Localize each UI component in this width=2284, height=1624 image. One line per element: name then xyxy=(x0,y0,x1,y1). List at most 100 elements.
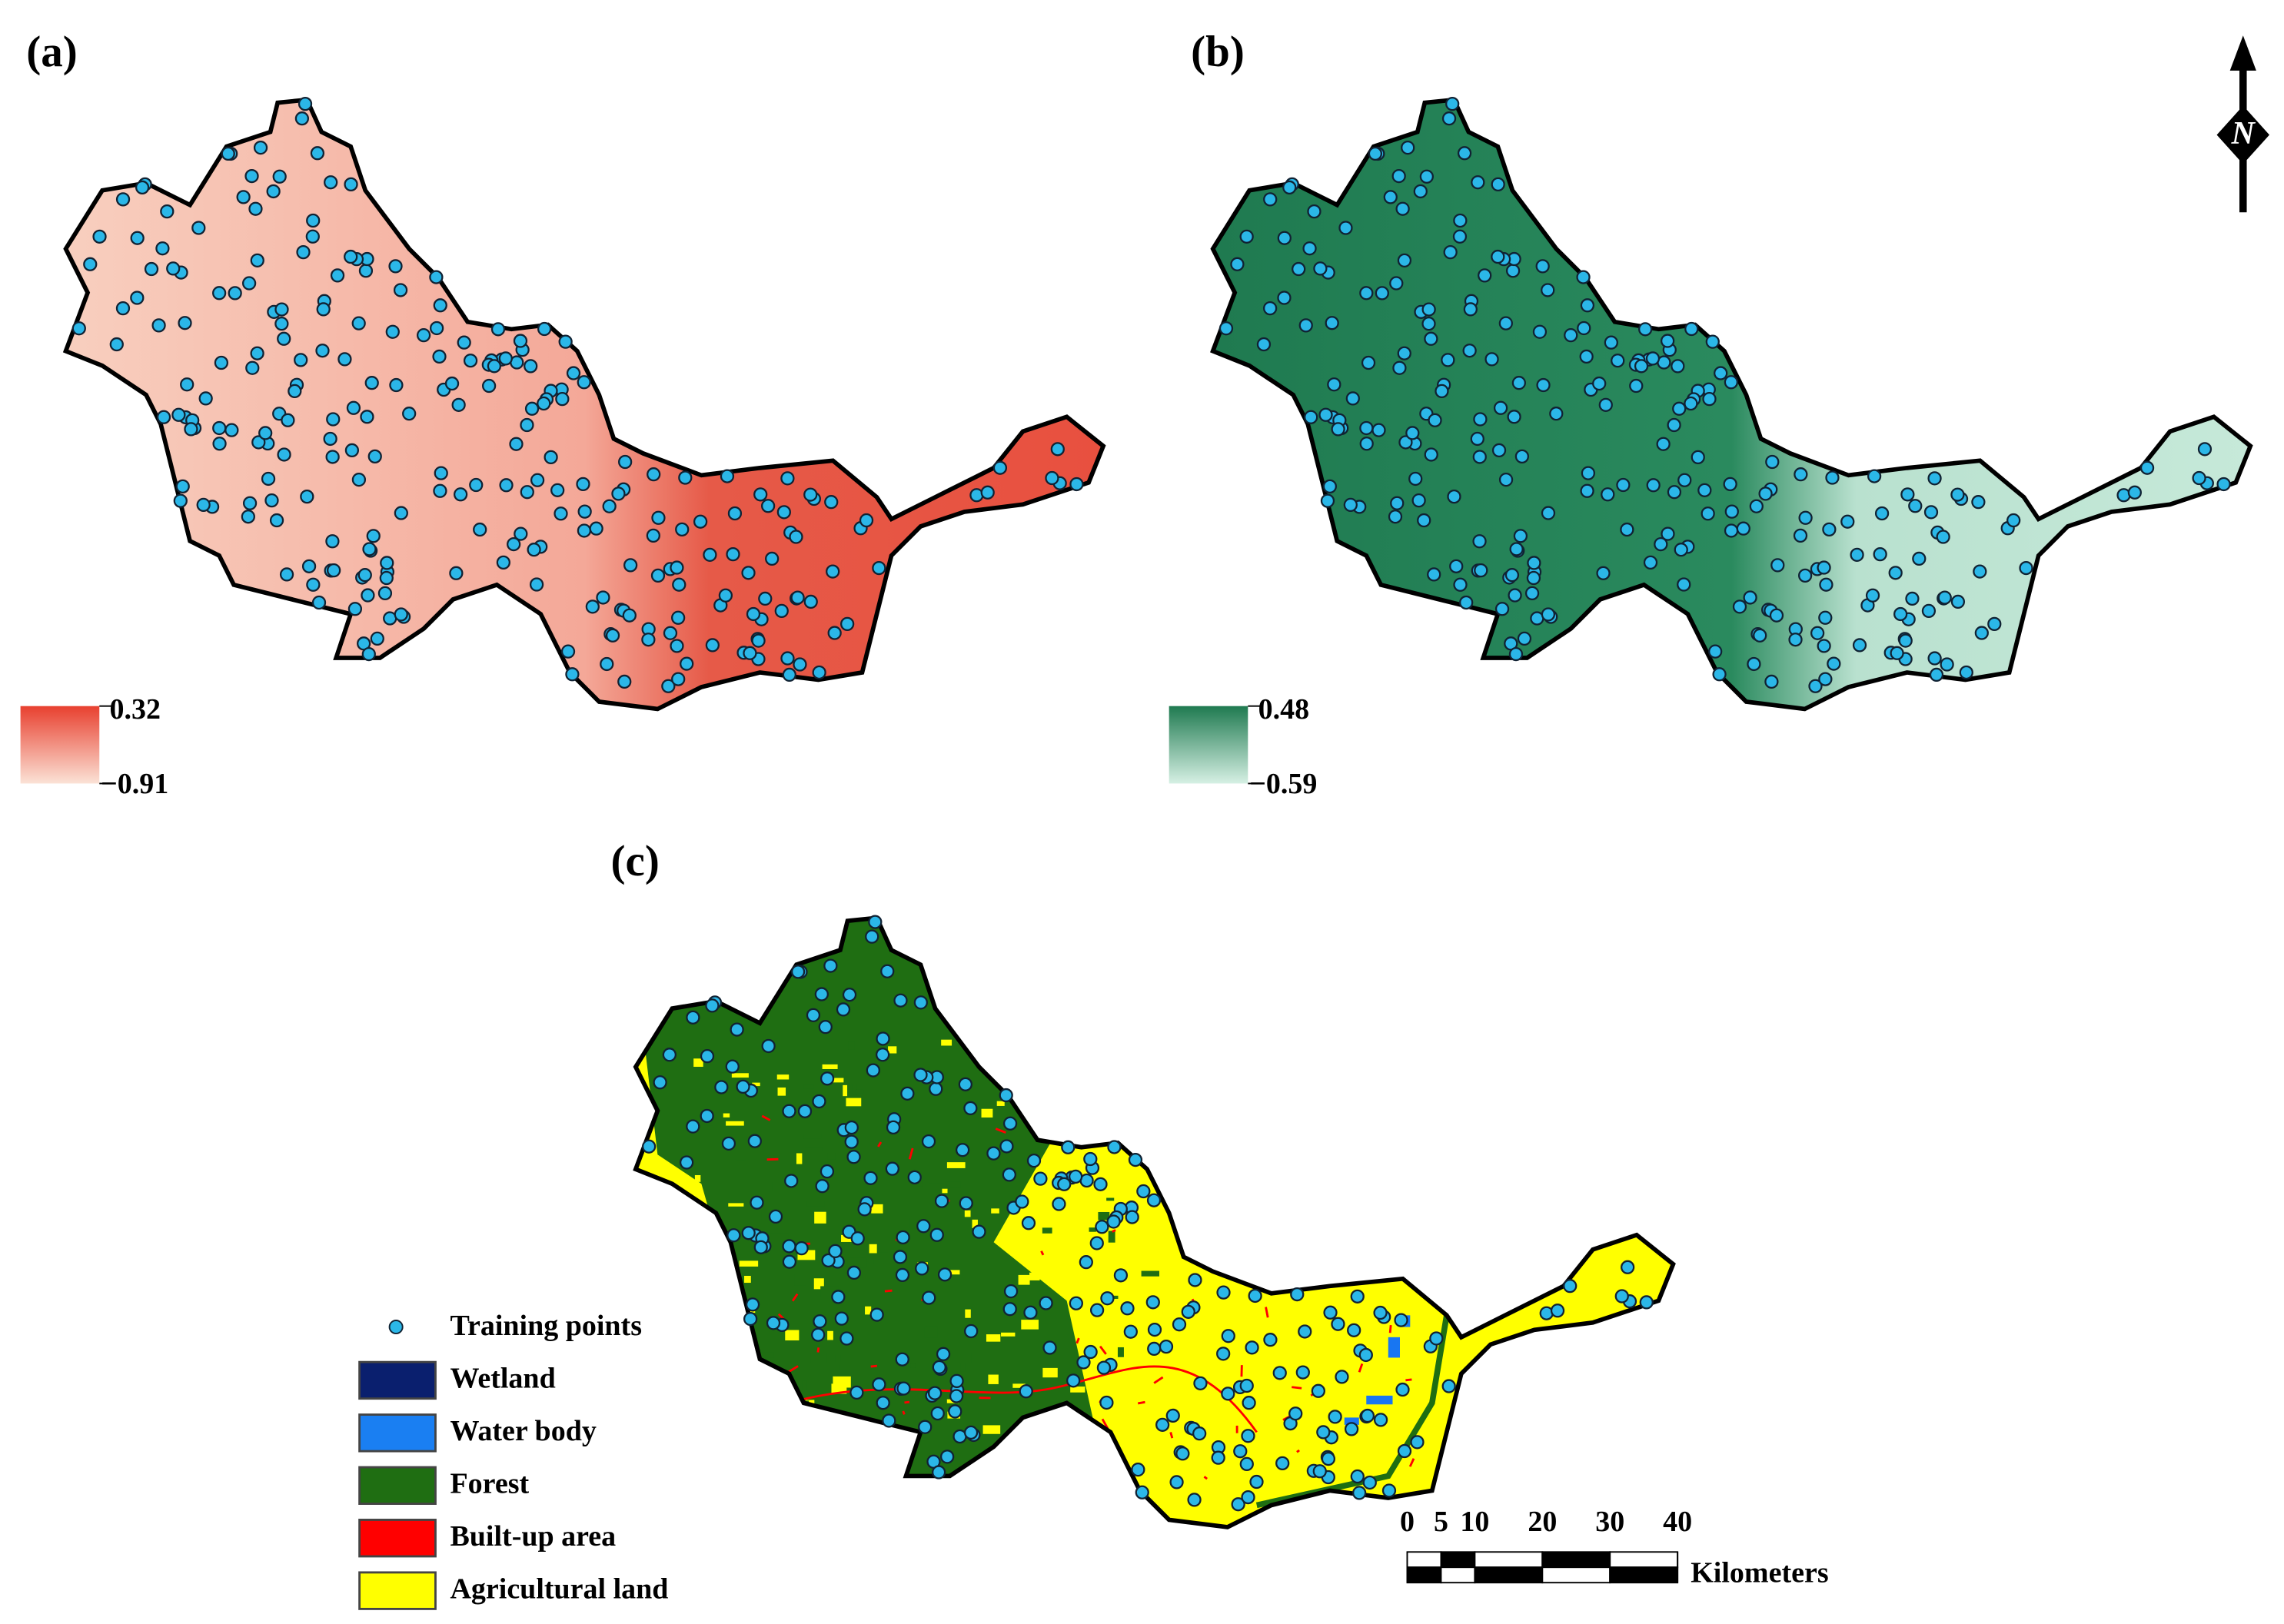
training-point xyxy=(1313,261,1328,276)
training-point xyxy=(1513,529,1528,543)
training-point xyxy=(214,355,229,370)
colorbar xyxy=(1169,706,1248,784)
training-point xyxy=(1684,396,1698,411)
training-point xyxy=(530,473,545,487)
training-point xyxy=(753,487,768,502)
training-point xyxy=(360,410,374,424)
training-point xyxy=(1443,244,1458,260)
training-point xyxy=(115,192,131,207)
land-patch xyxy=(750,1414,765,1418)
training-point xyxy=(1159,1340,1174,1354)
training-point xyxy=(730,1022,744,1037)
training-point xyxy=(1541,506,1556,520)
training-point xyxy=(327,563,341,578)
training-point xyxy=(1614,1289,1629,1304)
training-point xyxy=(999,1139,1014,1154)
training-point xyxy=(1825,470,1840,485)
training-point xyxy=(1504,568,1520,583)
training-point xyxy=(650,568,666,583)
training-point xyxy=(1697,483,1712,497)
training-point xyxy=(605,628,620,643)
training-point xyxy=(1491,443,1507,458)
built-up-patch xyxy=(870,1364,878,1368)
land-patch xyxy=(847,1257,867,1268)
training-point xyxy=(751,633,766,648)
training-point xyxy=(1429,1331,1444,1346)
training-point xyxy=(842,988,857,1002)
training-point xyxy=(1769,608,1784,623)
training-point xyxy=(880,964,895,978)
training-point xyxy=(344,177,358,192)
training-point xyxy=(820,1071,835,1086)
training-point xyxy=(1818,672,1833,686)
training-point xyxy=(1345,391,1360,406)
training-point xyxy=(1601,487,1615,502)
training-point xyxy=(820,1164,835,1179)
built-up-patch xyxy=(902,1410,906,1415)
training-point xyxy=(244,168,259,184)
land-patch xyxy=(1020,1093,1036,1100)
training-point xyxy=(1743,590,1757,605)
built-up-patch xyxy=(858,1423,864,1430)
land-patch xyxy=(1085,1434,1105,1445)
built-up-patch xyxy=(1296,1449,1300,1453)
training-point xyxy=(566,366,581,380)
training-point xyxy=(1592,376,1607,391)
training-point xyxy=(370,631,384,646)
training-point xyxy=(347,602,363,616)
land-patch xyxy=(1108,1230,1115,1243)
land-patch xyxy=(1012,1383,1026,1388)
training-point xyxy=(1441,1379,1456,1393)
training-point xyxy=(130,291,145,305)
built-up-patch xyxy=(766,1157,779,1161)
training-point xyxy=(357,568,372,583)
training-point xyxy=(1021,1216,1036,1230)
training-point xyxy=(1231,1497,1245,1512)
land-patch xyxy=(1063,1066,1079,1071)
training-point xyxy=(1714,366,1728,380)
training-point xyxy=(1290,1287,1305,1302)
training-point xyxy=(1621,1260,1635,1274)
training-point xyxy=(1311,1383,1325,1398)
training-point xyxy=(453,487,468,502)
training-point xyxy=(1971,495,1986,510)
training-point xyxy=(760,499,776,513)
training-point xyxy=(191,221,206,235)
training-point xyxy=(175,479,190,494)
training-point xyxy=(672,577,687,592)
training-point xyxy=(1277,231,1292,245)
training-point xyxy=(1508,646,1524,662)
training-point xyxy=(1457,146,1472,161)
training-point xyxy=(1822,522,1837,536)
training-point xyxy=(251,435,266,450)
training-point xyxy=(622,608,637,623)
built-up-patch xyxy=(979,1397,991,1400)
training-point xyxy=(198,391,213,406)
land-patch xyxy=(1098,1211,1110,1220)
training-point xyxy=(811,1327,826,1342)
training-point xyxy=(900,1086,915,1101)
training-point xyxy=(600,656,614,672)
training-point xyxy=(1654,536,1668,552)
training-point xyxy=(1388,510,1403,524)
built-up-patch xyxy=(1040,1250,1045,1256)
training-point xyxy=(1527,556,1541,570)
training-point xyxy=(196,497,211,513)
training-point xyxy=(351,316,366,330)
training-point xyxy=(1505,264,1521,278)
training-point xyxy=(469,477,484,493)
built-up-patch xyxy=(1292,1386,1302,1390)
training-point xyxy=(1392,360,1407,375)
training-point xyxy=(155,241,170,256)
training-point xyxy=(1514,449,1530,463)
training-point xyxy=(1579,349,1594,364)
training-point xyxy=(1611,354,1625,368)
training-point xyxy=(789,530,803,544)
training-point xyxy=(678,470,693,485)
training-point xyxy=(812,665,826,680)
built-up-patch xyxy=(1376,1230,1380,1236)
training-point xyxy=(507,536,521,552)
training-point xyxy=(1002,1116,1018,1131)
training-point xyxy=(272,169,287,184)
